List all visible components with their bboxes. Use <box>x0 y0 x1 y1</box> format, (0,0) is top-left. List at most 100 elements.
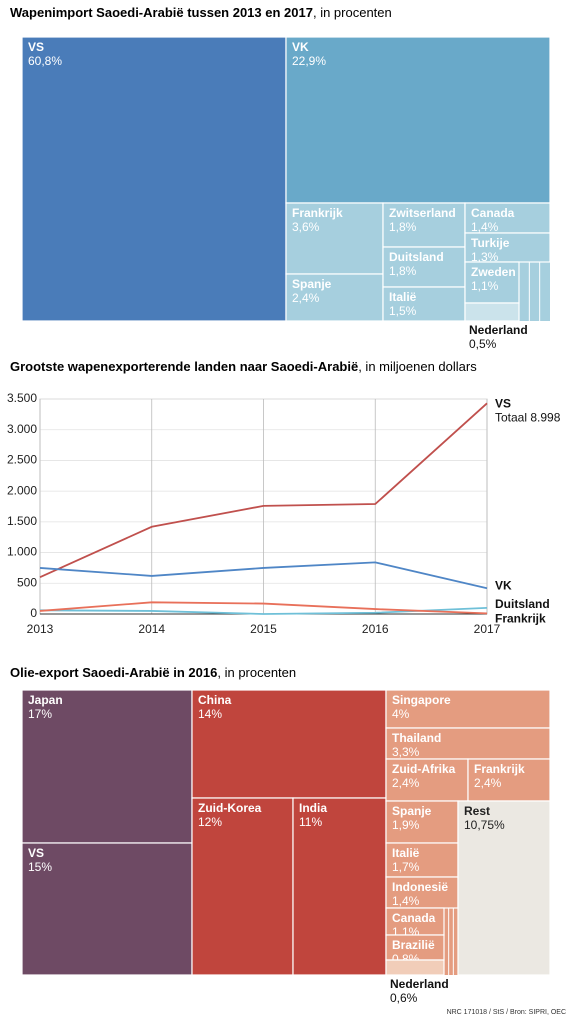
tile-value-label: 1,5% <box>389 304 417 318</box>
y-tick-label: 3.500 <box>7 391 37 405</box>
tile-label: Italië <box>389 290 417 304</box>
tile-label: Spanje <box>292 277 332 291</box>
tile-value-label: 17% <box>28 707 52 721</box>
treemap-tile <box>191 797 294 976</box>
tile-label: Nederland <box>390 977 449 991</box>
tile-label: Canada <box>392 911 436 925</box>
tile-value-label: 1,4% <box>392 894 420 908</box>
tile-value-label: 1,8% <box>389 220 417 234</box>
tile-value-label: 0,6% <box>390 991 418 1005</box>
treemap-tile <box>464 232 551 263</box>
tile-label: Turkije <box>471 236 510 250</box>
treemap-tile <box>385 959 445 976</box>
treemap-tile <box>285 273 384 322</box>
tile-label: Frankrijk <box>474 762 525 776</box>
treemap-tile <box>385 758 469 802</box>
tile-label: Spanje <box>392 804 432 818</box>
tile-value-label: 12% <box>198 815 222 829</box>
tile-value-label: 2,4% <box>474 776 502 790</box>
tile-label: VS <box>28 846 44 860</box>
tile-value-label: 1,7% <box>392 860 420 874</box>
treemap-tile <box>21 842 193 976</box>
x-tick-label: 2014 <box>138 622 165 636</box>
tile-value-label: 10,75% <box>464 818 505 832</box>
tile-value-label: 0,5% <box>469 337 497 351</box>
tile-label: VS <box>28 40 44 54</box>
tile-value-label: 14% <box>198 707 222 721</box>
series-label: VK <box>495 578 512 592</box>
treemap-tile <box>385 907 445 936</box>
tile-label: Brazilië <box>392 938 435 952</box>
tile-label: Nederland <box>469 323 528 337</box>
tile-label: Italië <box>392 846 420 860</box>
treemap-tile <box>191 689 387 799</box>
tile-value-label: 60,8% <box>28 54 62 68</box>
tile-value-label: 1,9% <box>392 818 420 832</box>
tile-value-label: 1,8% <box>389 264 417 278</box>
chart-title: Olie-export Saoedi-Arabië in 2016 <box>10 665 217 680</box>
tile-label: Rest <box>464 804 490 818</box>
chart-subtitle: , in procenten <box>217 665 296 680</box>
tile-label: Singapore <box>392 693 451 707</box>
tile-label: China <box>198 693 232 707</box>
y-tick-label: 2.500 <box>7 453 37 467</box>
x-tick-label: 2016 <box>362 622 389 636</box>
series-line <box>39 601 488 615</box>
treemap-tile <box>457 800 551 976</box>
tile-label: Indonesië <box>392 880 448 894</box>
y-tick-label: 3.000 <box>7 422 37 436</box>
chart-title-row: Wapenimport Saoedi-Arabië tussen 2013 en… <box>10 5 392 20</box>
treemap-tile <box>467 758 551 802</box>
tile-value-label: 4% <box>392 707 410 721</box>
tile-value-label: 1,1% <box>471 279 499 293</box>
series-label: VS <box>495 396 511 410</box>
treemap-tile <box>285 36 551 204</box>
y-tick-label: 2.000 <box>7 483 37 497</box>
source: NRC 171018 / StS / Bron: SIPRI, OEC <box>447 1009 566 1016</box>
tile-label: Canada <box>471 206 515 220</box>
tile-label: VK <box>292 40 309 54</box>
tile-label: Frankrijk <box>292 206 343 220</box>
treemap-tile <box>385 689 551 729</box>
tile-value-label: 2,4% <box>392 776 420 790</box>
tile-label: Japan <box>28 693 63 707</box>
tile-value-label: 22,9% <box>292 54 326 68</box>
tile-label: Thailand <box>392 731 441 745</box>
x-tick-label: 2017 <box>474 622 501 636</box>
x-tick-label: 2015 <box>250 622 277 636</box>
tile-value-label: 1,4% <box>471 220 499 234</box>
tile-label: Zwitserland <box>389 206 456 220</box>
x-tick-label: 2013 <box>27 622 54 636</box>
y-tick-label: 0 <box>30 606 37 620</box>
series-line <box>39 402 488 578</box>
treemap-tile <box>382 246 466 288</box>
chart-title-row: Olie-export Saoedi-Arabië in 2016, in pr… <box>10 665 296 680</box>
tile-value-label: 15% <box>28 860 52 874</box>
chart-title-row: Grootste wapenexporterende landen naar S… <box>10 359 477 374</box>
y-tick-label: 500 <box>17 575 37 589</box>
treemap-tile <box>385 800 459 844</box>
chart-title: Wapenimport Saoedi-Arabië tussen 2013 en… <box>10 5 313 20</box>
annotation: Totaal 8.998 <box>495 410 561 424</box>
chart-subtitle: , in miljoenen dollars <box>358 359 477 374</box>
series-label: Frankrijk <box>495 612 546 626</box>
chart-subtitle: , in procenten <box>313 5 392 20</box>
series-label: Duitsland <box>495 597 550 611</box>
tile-label: Zweden <box>471 265 516 279</box>
tile-value-label: 11% <box>299 815 322 829</box>
treemap-tile <box>292 797 387 976</box>
treemap-tile <box>21 36 287 322</box>
chart-title: Grootste wapenexporterende landen naar S… <box>10 359 358 374</box>
tile-value-label: 3,3% <box>392 745 420 759</box>
treemap-tile <box>464 261 520 304</box>
tile-value-label: 1,3% <box>471 250 499 264</box>
series-line <box>39 561 488 590</box>
tile-label: Zuid-Afrika <box>392 762 456 776</box>
treemap-tile <box>21 689 193 844</box>
treemap-tile <box>464 202 551 234</box>
treemap-tile <box>385 727 551 760</box>
tile-label: Duitsland <box>389 250 444 264</box>
tile-value-label: 3,6% <box>292 220 320 234</box>
tile-label: Zuid-Korea <box>198 801 262 815</box>
